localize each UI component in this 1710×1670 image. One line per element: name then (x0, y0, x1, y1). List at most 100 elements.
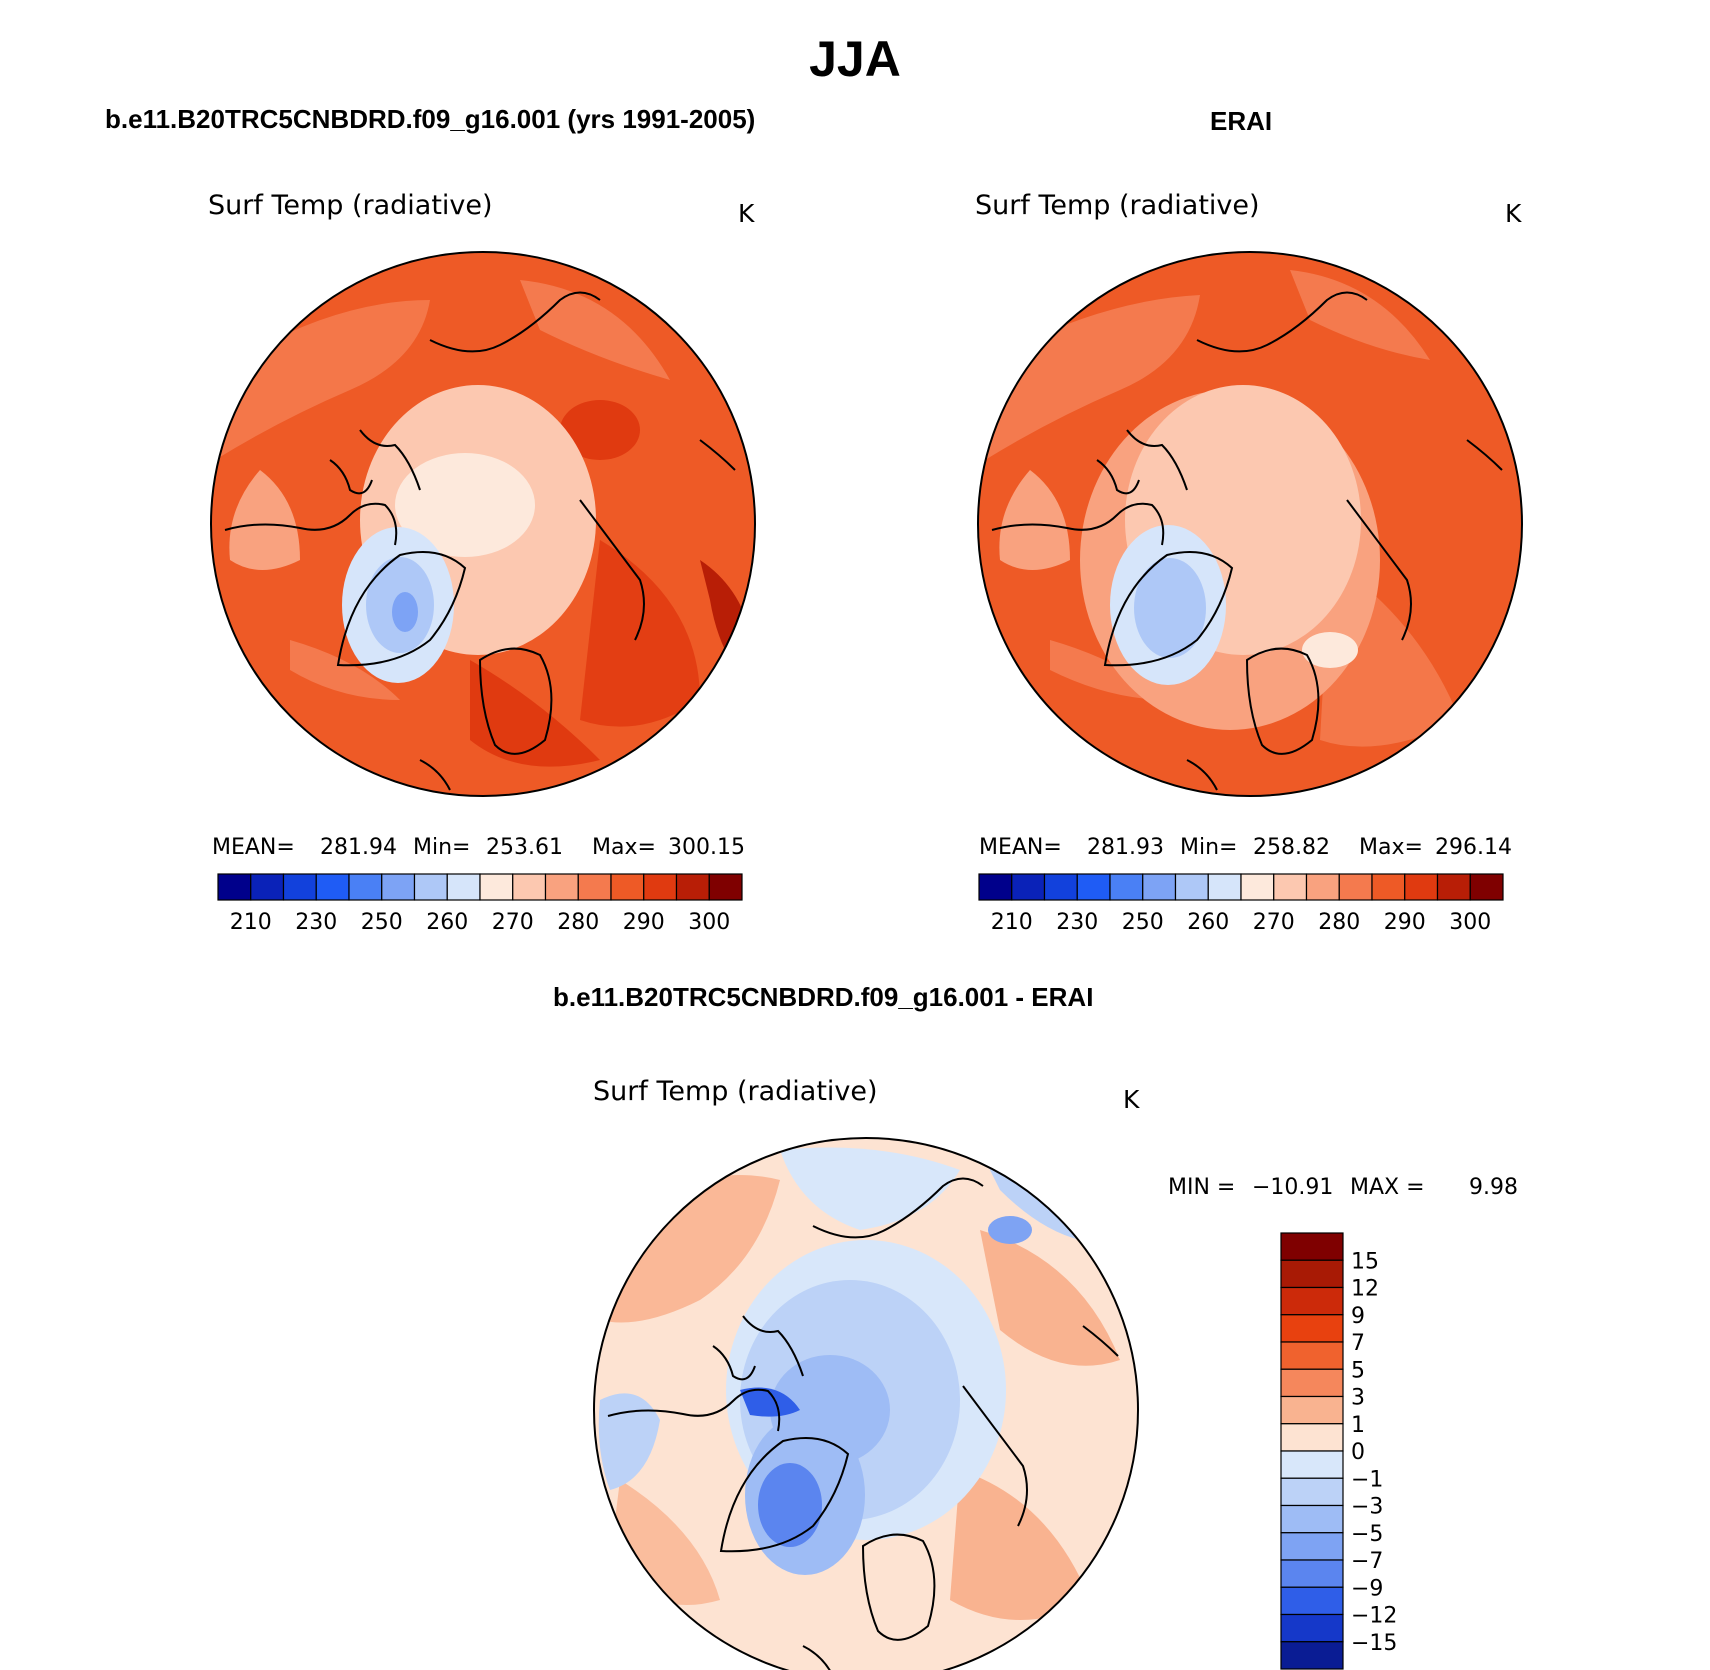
panel-2-map-border (977, 251, 1523, 797)
panel-3-colorbar-tick-label: 12 (1351, 1277, 1379, 1302)
panel-1-max-label: Max= (592, 835, 656, 860)
panel-3-colorbar-tick-label: −12 (1351, 1604, 1397, 1629)
figure-title: JJA (809, 31, 901, 87)
panel-3-colorbar-tick-label: −3 (1351, 1495, 1383, 1520)
panel-2-colorbar-tick-label: 290 (1384, 910, 1426, 935)
panel-1-colorbar-box-11 (577, 873, 612, 901)
panel-1-colorbar-box-14 (675, 873, 710, 901)
panel-3-colorbar-box-10 (1280, 1504, 1344, 1534)
panel-3-min-value: −10.91 (1252, 1175, 1333, 1200)
panel-2-colorbar: 210 230 250 260 270 280 290 300 (978, 873, 1504, 935)
panel-3-stats: MIN = −10.91 MAX = 9.98 (1168, 1175, 1518, 1200)
panel-1-mean-value: 281.94 (320, 835, 397, 860)
panel-1-colorbar-box-13 (643, 873, 678, 901)
panel-3-colorbar-tick-label: 3 (1351, 1386, 1365, 1411)
panel-2-colorbar-tick-label: 250 (1122, 910, 1164, 935)
panel-2-field (978, 252, 1522, 796)
panel-2-colorbar-tick-label: 280 (1318, 910, 1360, 935)
panel-2-variable-label: Surf Temp (radiative) (975, 190, 1260, 221)
panel-2-colorbar-tick-label: 260 (1187, 910, 1229, 935)
panel-1-colorbar-tick-label: 260 (426, 910, 468, 935)
panel-3-map-border (593, 1137, 1139, 1670)
panel-3-colorbar-box-3 (1280, 1314, 1344, 1343)
panel-1-mean-label: MEAN= (212, 835, 295, 860)
panel-3-colorbar-box-1 (1280, 1259, 1344, 1289)
panel-3-min-label: MIN = (1168, 1175, 1235, 1200)
panel-3-colorbar-tick-label: 15 (1351, 1249, 1379, 1274)
panel-3-colorbar-box-15 (1280, 1641, 1344, 1670)
panel-2-colorbar-box-6 (1174, 873, 1209, 901)
panel-3-units-label: K (1123, 1085, 1140, 1114)
panel-3-field (594, 1138, 1138, 1670)
panel-1-colorbar-tick-label: 270 (492, 910, 534, 935)
panel-2-colorbar-box-4 (1109, 873, 1144, 901)
panel-3-coastlines (607, 1177, 1119, 1670)
panel-3-colorbar-box-4 (1280, 1341, 1344, 1370)
panel-2-colorbar-box-11 (1338, 873, 1373, 901)
panel-2-coastlines (991, 291, 1503, 791)
panel-2-min-value: 258.82 (1253, 835, 1330, 860)
panel-3-colorbar-box-13 (1280, 1586, 1344, 1616)
panel-3-colorbar-box-9 (1280, 1477, 1344, 1507)
panel-3-colorbar-tick-label: 5 (1351, 1358, 1365, 1383)
panel-2: Surf Temp (radiative) K (975, 190, 1523, 935)
panel-3-colorbar-box-0 (1280, 1232, 1344, 1261)
panel-2-colorbar-box-10 (1305, 873, 1340, 901)
panel-2-max-value: 296.14 (1435, 835, 1512, 860)
panel-1-colorbar-tick-label: 300 (688, 910, 730, 935)
panel-1-colorbar-box-1 (250, 873, 285, 901)
panel-2-units-label: K (1505, 199, 1522, 228)
panel-2-colorbar-box-15 (1469, 873, 1504, 901)
panel-3-colorbar-box-2 (1280, 1286, 1344, 1316)
panel-1-title: b.e11.B20TRC5CNBDRD.f09_g16.001 (yrs 199… (105, 104, 756, 134)
panel-2-colorbar-box-13 (1404, 873, 1439, 901)
panel-1-variable-label: Surf Temp (radiative) (208, 190, 493, 221)
panel-1-min-value: 253.61 (486, 835, 563, 860)
panel-2-mean-label: MEAN= (979, 835, 1062, 860)
panel-3-max-value: 9.98 (1469, 1175, 1518, 1200)
panel-1-colorbar-tick-label: 280 (557, 910, 599, 935)
panel-1-max-value: 300.15 (668, 835, 745, 860)
panel-3-title: b.e11.B20TRC5CNBDRD.f09_g16.001 - ERAI (553, 982, 1094, 1012)
panel-1-colorbar-box-8 (479, 873, 514, 901)
panel-3: Surf Temp (radiative) K (593, 1076, 1518, 1670)
panel-1-field (211, 252, 755, 796)
panel-3-colorbar-box-11 (1280, 1532, 1344, 1561)
panel-1: Surf Temp (radiative) K (208, 190, 756, 935)
panel-2-colorbar-box-2 (1043, 873, 1078, 901)
panel-3-variable-label: Surf Temp (radiative) (593, 1076, 878, 1107)
panel-3-colorbar-box-8 (1280, 1450, 1344, 1479)
panel-1-colorbar-box-9 (512, 873, 547, 901)
panel-3-colorbar-box-14 (1280, 1613, 1344, 1643)
panel-3-colorbar-box-12 (1280, 1559, 1344, 1588)
panel-1-colorbar-tick-label: 250 (361, 910, 403, 935)
panel-3-colorbar-tick-label: −7 (1351, 1549, 1383, 1574)
panel-1-min-label: Min= (413, 835, 470, 860)
panel-3-colorbar-tick-label: −5 (1351, 1522, 1383, 1547)
panel-2-max-label: Max= (1359, 835, 1423, 860)
panel-2-stats: MEAN= 281.93 Min= 258.82 Max= 296.14 (979, 835, 1512, 860)
panel-3-colorbar-tick-label: −1 (1351, 1467, 1383, 1492)
panel-2-colorbar-tick-label: 300 (1449, 910, 1491, 935)
panel-3-colorbar-tick-label: 1 (1351, 1413, 1365, 1438)
panel-1-colorbar-box-2 (282, 873, 317, 901)
panel-1-colorbar: 210 230 250 260 270 280 290 300 (217, 873, 743, 935)
panel-2-colorbar-box-7 (1207, 873, 1242, 901)
panel-1-colorbar-box-10 (544, 873, 579, 901)
panel-2-title: ERAI (1210, 106, 1273, 136)
panel-3-colorbar-box-7 (1280, 1423, 1344, 1452)
panel-2-colorbar-box-12 (1371, 873, 1406, 901)
panel-1-colorbar-box-6 (413, 873, 448, 901)
panel-1-colorbar-tick-label: 230 (295, 910, 337, 935)
panel-2-colorbar-tick-label: 270 (1253, 910, 1295, 935)
panel-2-colorbar-box-1 (1011, 873, 1046, 901)
panel-2-mean-value: 281.93 (1087, 835, 1164, 860)
panel-3-colorbar-tick-label: 9 (1351, 1304, 1365, 1329)
panel-3-colorbar-box-6 (1280, 1395, 1344, 1425)
panel-1-colorbar-box-0 (217, 873, 252, 901)
panel-1-map-border (210, 251, 756, 797)
panel-1-colorbar-box-12 (610, 873, 645, 901)
panel-3-max-label: MAX = (1350, 1175, 1425, 1200)
